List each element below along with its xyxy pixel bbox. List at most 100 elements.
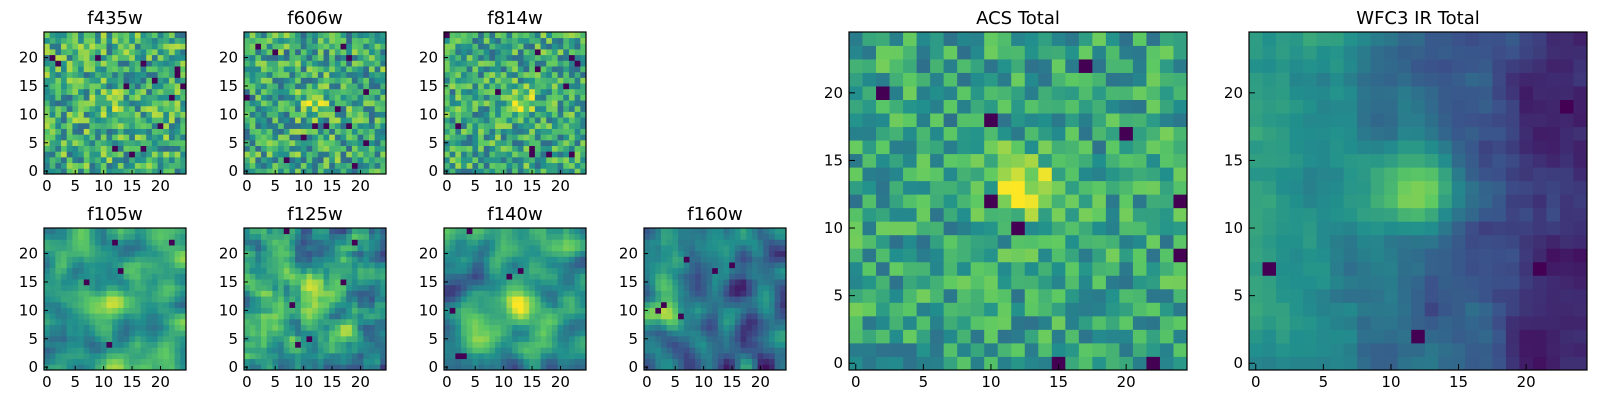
heatmap-cell [146, 250, 153, 257]
heatmap-cell [678, 296, 685, 303]
heatmap-cell [95, 256, 102, 263]
x-tick-label: 10 [694, 373, 713, 391]
heatmap-cell [283, 290, 290, 297]
heatmap-cell [134, 71, 141, 78]
heatmap-cell [489, 88, 496, 95]
heatmap-cell [551, 66, 558, 73]
heatmap-cell [83, 122, 90, 129]
heatmap-cell [734, 284, 741, 291]
heatmap-cell [323, 313, 330, 320]
heatmap-cell [1173, 302, 1188, 317]
heatmap-cell [984, 234, 999, 249]
heatmap-cell [1038, 234, 1053, 249]
heatmap-cell [180, 228, 187, 235]
heatmap-cell [249, 66, 256, 73]
heatmap-cell [129, 117, 136, 124]
heatmap-cell [329, 290, 336, 297]
heatmap-cell [551, 83, 558, 90]
heatmap-cell [574, 364, 581, 371]
heatmap-cell [1078, 153, 1093, 168]
heatmap-cell [916, 329, 931, 344]
heatmap-cell [483, 134, 490, 141]
heatmap-cell [146, 54, 153, 61]
heatmap-cell [734, 358, 741, 365]
heatmap-cell [774, 262, 781, 269]
heatmap-cell [495, 313, 502, 320]
heatmap-cell [100, 71, 107, 78]
heatmap-cell [746, 301, 753, 308]
heatmap-cell [272, 49, 279, 56]
heatmap-cell [461, 37, 468, 44]
heatmap-cell [272, 43, 279, 50]
heatmap-cell [444, 284, 451, 291]
heatmap-cell [540, 324, 547, 331]
heatmap-cell [180, 88, 187, 95]
heatmap-cell [916, 207, 931, 222]
heatmap-cell [123, 273, 130, 280]
heatmap-cell [1159, 140, 1174, 155]
heatmap-cell [997, 261, 1012, 276]
heatmap-cell [278, 139, 285, 146]
heatmap-cell [117, 318, 124, 325]
heatmap-cell [49, 117, 56, 124]
heatmap-cell [380, 168, 387, 175]
heatmap-cell [317, 324, 324, 331]
heatmap-cell [323, 330, 330, 337]
heatmap-cell [500, 267, 507, 274]
heatmap-cell [283, 156, 290, 164]
heatmap-cell [1173, 275, 1188, 290]
heatmap-cell [106, 66, 113, 73]
heatmap-cell [346, 83, 353, 90]
plot-frame [43, 227, 187, 371]
heatmap-cell [712, 358, 719, 365]
heatmap-cell [340, 290, 347, 297]
heatmap-cell [649, 284, 656, 291]
heatmap-cell [655, 290, 662, 297]
heatmap-cell [174, 296, 181, 303]
heatmap-cell [1092, 194, 1107, 209]
heatmap-cell [266, 88, 273, 95]
heatmap-cell [346, 100, 353, 107]
heatmap-cell [89, 273, 96, 280]
heatmap-cell [506, 77, 513, 84]
heatmap-cell [289, 233, 296, 240]
heatmap-cell [689, 262, 696, 269]
heatmap-cell [374, 267, 381, 274]
heatmap-cell [278, 228, 285, 235]
heatmap-cell [72, 347, 79, 354]
heatmap-cell [346, 151, 353, 158]
heatmap-cell [95, 100, 102, 107]
heatmap-cell [163, 94, 170, 101]
heatmap-cell [512, 262, 519, 269]
heatmap-cell [78, 239, 85, 246]
heatmap-cell [289, 151, 296, 158]
heatmap-cell [340, 273, 347, 280]
heatmap-cell [44, 49, 51, 56]
heatmap-cell [117, 88, 124, 95]
heatmap-cell [95, 352, 102, 360]
heatmap-cell [112, 262, 119, 269]
heatmap-cell [523, 162, 530, 169]
heatmap-cell [44, 267, 51, 274]
heatmap-cell [746, 324, 753, 331]
heatmap-cell [729, 279, 736, 286]
heatmap-cell [368, 94, 376, 101]
heatmap-cell [129, 256, 136, 263]
heatmap-cell [174, 162, 181, 169]
heatmap-cell [506, 341, 513, 348]
heatmap-cell [563, 239, 570, 246]
heatmap-cell [180, 245, 187, 252]
heatmap-cell [100, 228, 107, 235]
heatmap-cell [780, 301, 787, 308]
heatmap-cell [180, 284, 187, 291]
heatmap-cell [363, 250, 370, 257]
heatmap-cell [61, 318, 68, 325]
heatmap-cell [317, 358, 324, 365]
heatmap-cell [129, 245, 136, 252]
heatmap-cell [300, 145, 307, 152]
heatmap-cell [374, 54, 381, 61]
heatmap-cell [700, 352, 707, 360]
heatmap-cell [546, 290, 553, 297]
heatmap-cell [655, 330, 662, 337]
heatmap-cell [849, 248, 863, 263]
